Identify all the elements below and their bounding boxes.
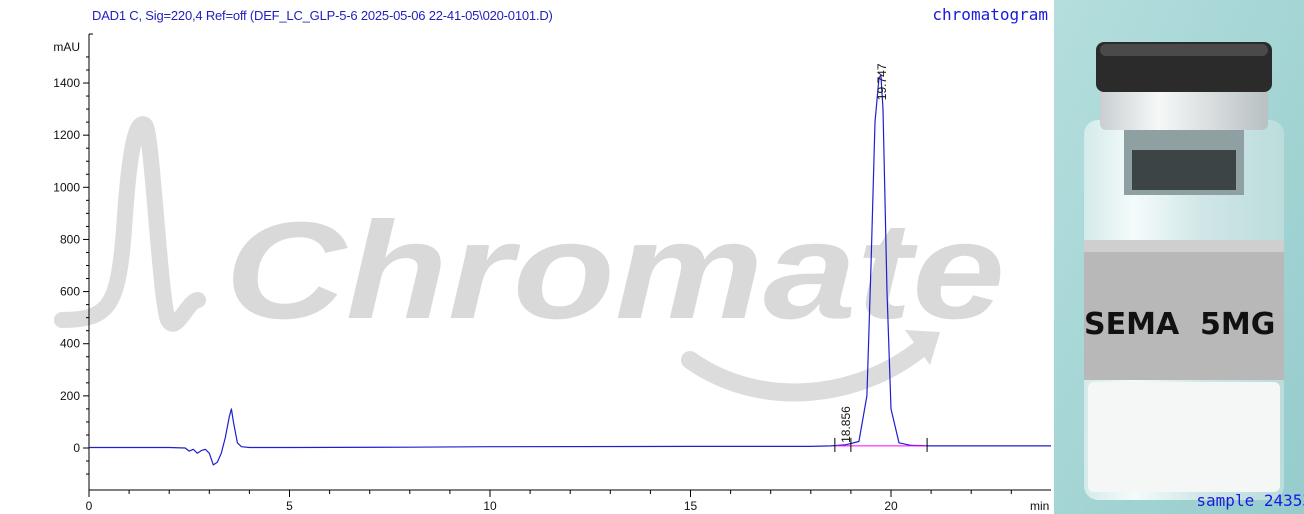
y-tick-label: 200	[60, 389, 80, 403]
chromatogram-trace	[89, 74, 1051, 466]
peak-label: 19.747	[875, 63, 889, 100]
watermark: Chromate	[54, 116, 1005, 402]
y-tick-label: 0	[73, 441, 80, 455]
y-tick-label: 1000	[53, 180, 80, 194]
signal-header: DAD1 C, Sig=220,4 Ref=off (DEF_LC_GLP-5-…	[92, 8, 553, 23]
vial-illustration: SEMA 5MG	[1054, 0, 1304, 514]
axes: 0200400600800100012001400mAU051015202530…	[53, 33, 1051, 513]
watermark-wave	[54, 116, 206, 332]
y-tick-label: 1200	[53, 128, 80, 142]
y-tick-label: 400	[60, 337, 80, 351]
sample-caption: sample 24353	[1196, 491, 1304, 510]
vial-cap-top	[1100, 44, 1268, 56]
vial-neck-dark	[1132, 150, 1236, 190]
chromatogram-tag: chromatogram	[932, 5, 1048, 24]
y-tick-label: 600	[60, 285, 80, 299]
vial-photo: SEMA 5MG sample 24353	[1054, 0, 1304, 514]
chromatogram-panel: DAD1 C, Sig=220,4 Ref=off (DEF_LC_GLP-5-…	[53, 5, 1051, 513]
y-tick-label: 1400	[53, 76, 80, 90]
trace-group	[89, 74, 1051, 466]
x-tick-label: 20	[884, 499, 898, 513]
vial-label-band-shade	[1084, 240, 1284, 252]
watermark-arrow	[905, 330, 940, 365]
chromatogram-chart: Chromate 0 200 400 600 800 1000 1200 1400 mAU 0 5 1…	[53, 33, 1051, 513]
watermark-swoosh	[681, 336, 934, 402]
x-tick-label: 15	[684, 499, 698, 513]
y-tick-label: 800	[60, 232, 80, 246]
x-axis-label: min	[1030, 499, 1049, 513]
y-axis-label: mAU	[53, 40, 80, 54]
peak-label: 18.856	[839, 406, 853, 443]
vial-powder	[1088, 382, 1280, 492]
peak-annotations: 18.856 19.747	[834, 63, 928, 452]
vial-label-band	[1084, 240, 1284, 380]
vial-label-text: SEMA 5MG	[1084, 307, 1275, 342]
x-tick-label: 10	[483, 499, 497, 513]
x-tick-label: 5	[286, 499, 293, 513]
watermark-text: Chromate	[225, 194, 1005, 348]
x-tick-label: 0	[86, 499, 93, 513]
